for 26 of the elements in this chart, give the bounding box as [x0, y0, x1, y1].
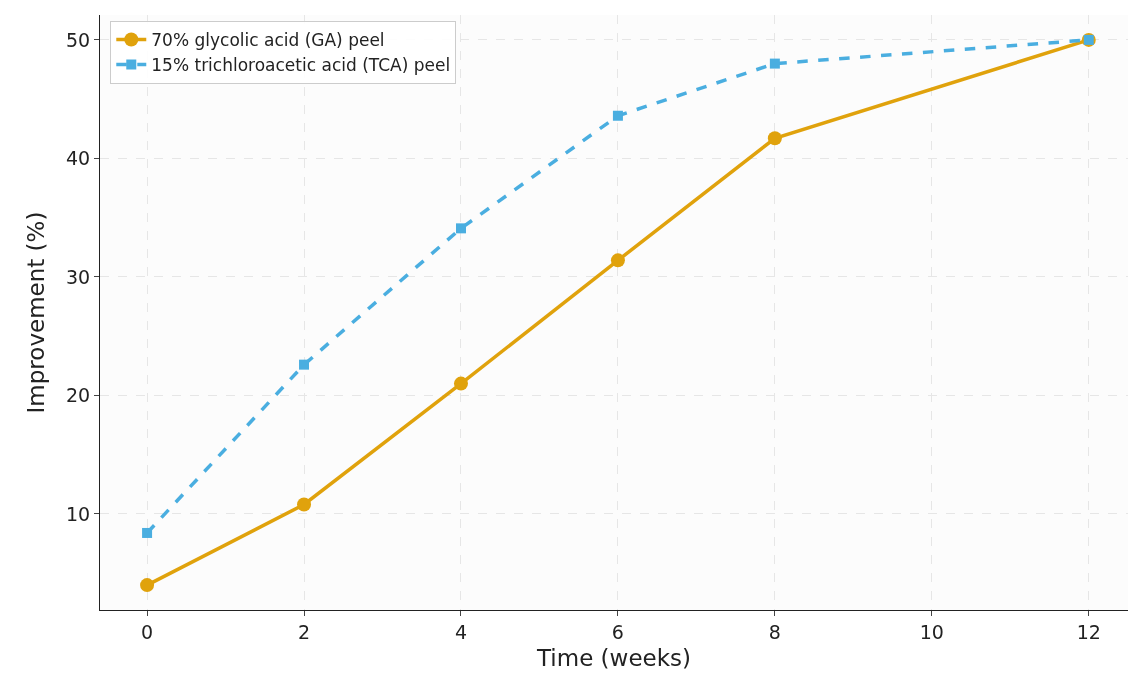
- x-axis-title: Time (weeks): [536, 645, 691, 672]
- x-tick-label: 6: [611, 620, 624, 643]
- legend-label: 15% trichloroacetic acid (TCA) peel: [151, 55, 451, 76]
- point: [455, 223, 466, 234]
- y-tick-label: 30: [66, 265, 91, 288]
- point: [767, 131, 782, 146]
- point: [299, 359, 310, 370]
- point: [453, 376, 468, 391]
- x-tick-label: 8: [768, 620, 781, 643]
- y-tick-label: 10: [66, 502, 91, 525]
- x-tick-label: 2: [297, 620, 311, 643]
- point: [612, 110, 623, 121]
- y-axis-title: Improvement (%): [23, 211, 49, 414]
- point: [297, 497, 312, 512]
- x-tick-label: 4: [454, 620, 468, 643]
- x-tick-label: 10: [919, 620, 944, 643]
- y-tick-label: 40: [66, 147, 91, 170]
- x-tick-label: 0: [141, 620, 154, 643]
- y-tick-label: 50: [66, 28, 91, 51]
- point: [142, 527, 153, 538]
- legend-label: 70% glycolic acid (GA) peel: [151, 30, 385, 51]
- point: [769, 58, 780, 69]
- point: [140, 578, 155, 593]
- point: [610, 253, 625, 268]
- x-tick-label: 12: [1076, 620, 1101, 643]
- y-tick-label: 20: [66, 384, 91, 407]
